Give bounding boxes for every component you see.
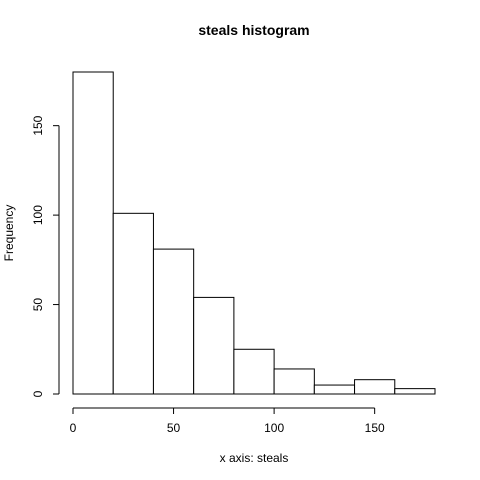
y-tick-label: 150	[31, 115, 45, 135]
x-tick-label: 50	[167, 421, 181, 435]
histogram-bar	[72, 71, 114, 395]
y-tick-label: 50	[31, 298, 45, 312]
y-tick-label: 100	[31, 205, 45, 225]
histogram-bar	[313, 384, 356, 395]
x-tick-label: 0	[70, 421, 77, 435]
x-tick-label: 100	[264, 421, 284, 435]
histogram-bar	[233, 348, 275, 395]
y-axis-label: Frequency	[2, 205, 16, 262]
chart-title: steals histogram	[198, 22, 309, 38]
histogram-bar	[394, 388, 436, 395]
histogram-bar	[354, 379, 396, 395]
histogram-bar	[112, 212, 154, 395]
y-axis: 0 50 100 150	[31, 115, 60, 397]
bars-group	[72, 71, 436, 395]
histogram-bar	[273, 368, 315, 395]
x-tick-label: 150	[365, 421, 385, 435]
histogram-bar	[152, 248, 195, 395]
x-axis-label: x axis: steals	[220, 451, 289, 465]
y-tick-label: 0	[31, 390, 45, 397]
histogram-bar	[193, 296, 235, 395]
x-axis: 0 50 100 150	[70, 407, 385, 435]
